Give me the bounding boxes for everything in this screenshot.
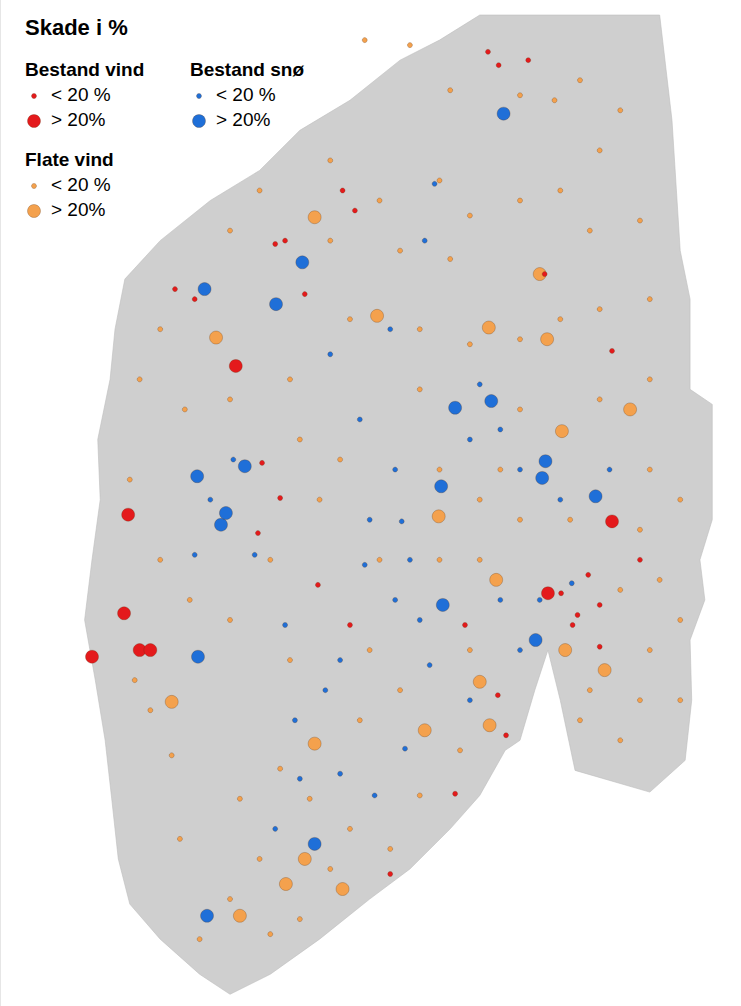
svg-text:< 20 %: < 20 % [216, 84, 276, 105]
svg-text:< 20 %: < 20 % [51, 174, 111, 195]
svg-text:> 20%: > 20% [216, 109, 271, 130]
svg-text:Skade i %: Skade i % [25, 15, 128, 40]
svg-text:Bestand vind: Bestand vind [25, 59, 144, 80]
svg-text:> 20%: > 20% [51, 109, 106, 130]
svg-text:Bestand snø: Bestand snø [190, 59, 304, 80]
svg-text:> 20%: > 20% [51, 199, 106, 220]
svg-text:Flate vind: Flate vind [25, 149, 114, 170]
svg-text:< 20 %: < 20 % [51, 84, 111, 105]
